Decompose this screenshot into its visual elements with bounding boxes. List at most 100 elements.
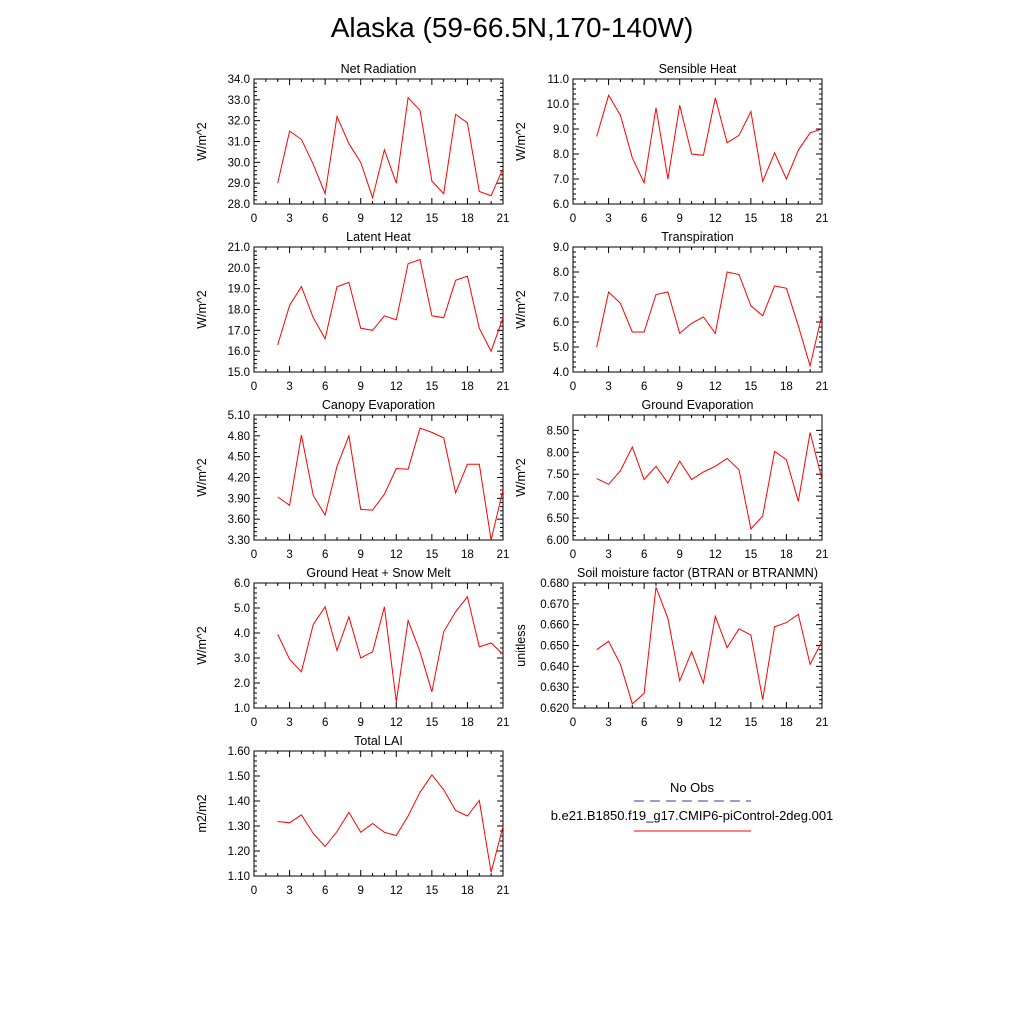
x-tick-label: 15 — [744, 717, 757, 729]
x-tick-label: 18 — [461, 549, 474, 561]
x-tick-label: 6 — [322, 213, 328, 225]
panel: Net Radiation 0 3 6 9 12 15 18 21 28.0 29.0 30.0 31.… — [195, 62, 509, 225]
x-tick-label: 0 — [251, 549, 257, 561]
x-tick-label: 3 — [605, 549, 611, 561]
y-tick-label: 7.50 — [547, 469, 569, 481]
x-tick-label: 12 — [390, 717, 403, 729]
x-tick-label: 9 — [358, 885, 364, 897]
y-tick-label: 8.0 — [553, 267, 569, 279]
y-tick-label: 8.00 — [547, 447, 569, 459]
x-tick-label: 21 — [497, 381, 510, 393]
y-tick-label: 3.0 — [234, 653, 250, 665]
panel: Sensible Heat 0 3 6 9 12 15 18 21 6.0 7.0 8.0 9.0 10.… — [514, 62, 828, 225]
y-tick-label: 1.10 — [228, 871, 250, 883]
x-tick-label: 12 — [390, 885, 403, 897]
series-line — [277, 96, 504, 200]
plot-frame — [572, 246, 823, 373]
x-tick-label: 6 — [641, 717, 647, 729]
plot-frame — [253, 582, 504, 709]
x-tick-label: 0 — [251, 717, 257, 729]
plot-frame — [253, 78, 504, 205]
y-tick-label: 28.0 — [228, 199, 250, 211]
x-tick-label: 18 — [461, 213, 474, 225]
x-tick-label: 18 — [461, 885, 474, 897]
series-line — [277, 258, 504, 353]
x-tick-label: 12 — [709, 213, 722, 225]
x-tick-label: 3 — [605, 213, 611, 225]
y-tick-label: 1.50 — [228, 771, 250, 783]
y-tick-label: 1.60 — [228, 746, 250, 758]
plot-frame — [253, 750, 504, 877]
x-tick-label: 0 — [570, 717, 576, 729]
x-tick-label: 15 — [744, 549, 757, 561]
x-tick-label: 21 — [816, 381, 829, 393]
legend-label-model: b.e21.B1850.f19_g17.CMIP6-piControl-2deg… — [551, 808, 834, 823]
panel-title: Total LAI — [354, 734, 403, 748]
y-tick-label: 0.650 — [540, 641, 569, 653]
y-tick-label: 6.00 — [547, 535, 569, 547]
plot-frame — [253, 414, 504, 541]
x-tick-label: 6 — [322, 549, 328, 561]
x-tick-label: 9 — [358, 213, 364, 225]
x-tick-label: 6 — [641, 549, 647, 561]
y-tick-label: 4.80 — [228, 431, 250, 443]
y-tick-label: 6.0 — [553, 199, 569, 211]
y-tick-label: 4.0 — [553, 367, 569, 379]
x-tick-label: 18 — [780, 717, 793, 729]
x-tick-label: 9 — [358, 549, 364, 561]
legend-label-obs: No Obs — [670, 780, 715, 795]
x-tick-label: 0 — [570, 213, 576, 225]
x-tick-label: 21 — [497, 717, 510, 729]
y-axis-label: W/m^2 — [514, 290, 528, 329]
x-tick-label: 12 — [390, 549, 403, 561]
x-tick-label: 0 — [251, 381, 257, 393]
y-axis-label: W/m^2 — [195, 290, 209, 329]
y-tick-label: 30.0 — [228, 157, 250, 169]
y-axis-label: W/m^2 — [514, 122, 528, 161]
panel-title: Ground Heat + Snow Melt — [306, 566, 451, 580]
x-tick-label: 3 — [286, 885, 292, 897]
x-tick-label: 15 — [425, 885, 438, 897]
x-tick-label: 3 — [286, 717, 292, 729]
plot-frame — [572, 414, 823, 541]
x-tick-label: 12 — [709, 549, 722, 561]
panel-title: Soil moisture factor (BTRAN or BTRANMN) — [577, 566, 818, 580]
y-tick-label: 5.0 — [553, 342, 569, 354]
legend: No Obs b.e21.B1850.f19_g17.CMIP6-piContro… — [551, 780, 834, 832]
panel-title: Sensible Heat — [659, 62, 737, 76]
x-tick-label: 21 — [816, 213, 829, 225]
y-tick-label: 6.0 — [553, 317, 569, 329]
series-line — [596, 271, 823, 368]
x-tick-label: 12 — [709, 717, 722, 729]
series-line — [277, 427, 504, 541]
x-tick-label: 3 — [286, 381, 292, 393]
y-tick-label: 5.10 — [228, 410, 250, 422]
x-tick-label: 9 — [677, 381, 683, 393]
y-tick-label: 0.680 — [540, 578, 569, 590]
y-axis-label: unitless — [514, 624, 528, 666]
y-axis-label: W/m^2 — [195, 626, 209, 665]
panel-title: Ground Evaporation — [642, 398, 754, 412]
series-line — [596, 587, 823, 705]
y-tick-label: 33.0 — [228, 95, 250, 107]
y-tick-label: 7.0 — [553, 174, 569, 186]
y-axis-label: m2/m2 — [195, 794, 209, 832]
y-tick-label: 4.50 — [228, 452, 250, 464]
panel: Latent Heat 0 3 6 9 12 15 18 21 15.0 16.0 17.0 18.0 1… — [195, 230, 509, 393]
x-tick-label: 0 — [570, 381, 576, 393]
y-tick-label: 3.90 — [228, 493, 250, 505]
series-line — [277, 595, 504, 702]
y-tick-label: 0.640 — [540, 661, 569, 673]
y-tick-label: 9.0 — [553, 124, 569, 136]
x-tick-label: 6 — [322, 381, 328, 393]
panel: Ground Evaporation 0 3 6 9 12 15 18 21 6.00 6.50 7.… — [514, 398, 828, 561]
x-tick-label: 6 — [641, 213, 647, 225]
x-tick-label: 9 — [358, 381, 364, 393]
x-tick-label: 0 — [251, 213, 257, 225]
x-tick-label: 3 — [286, 213, 292, 225]
y-tick-label: 21.0 — [228, 242, 250, 254]
x-tick-label: 0 — [251, 885, 257, 897]
y-tick-label: 34.0 — [228, 74, 250, 86]
y-tick-label: 15.0 — [228, 367, 250, 379]
